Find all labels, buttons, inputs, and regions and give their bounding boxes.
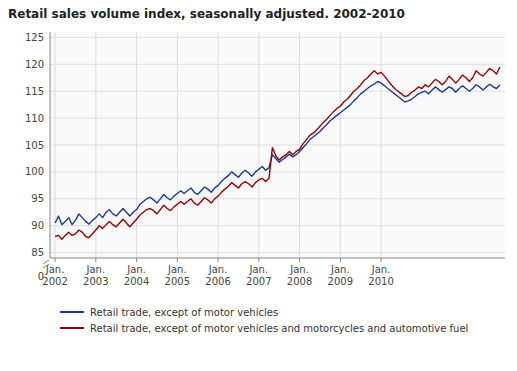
x-tick (218, 258, 219, 262)
x-grid-line (340, 32, 341, 258)
y-grid-line (50, 198, 505, 199)
x-tick-label: Jan.2007 (246, 264, 271, 287)
x-tick-label: Jan.2004 (124, 264, 149, 287)
x-tick-label-line: 2002 (42, 276, 67, 287)
annotation: 0 (38, 271, 44, 282)
y-grid-line (50, 118, 505, 119)
x-tick-label-line: Jan. (45, 264, 65, 275)
x-tick-label-line: 2008 (287, 276, 312, 287)
y-grid-line (50, 64, 505, 65)
x-tick-label-line: 2003 (83, 276, 108, 287)
x-grid-line (258, 32, 259, 258)
x-tick (340, 258, 341, 262)
x-grid-line (136, 32, 137, 258)
y-tick-label: 125 (25, 32, 44, 43)
x-tick-label-line: Jan. (167, 264, 187, 275)
y-tick-label: 105 (25, 140, 44, 151)
x-tick-label: Jan.2005 (165, 264, 190, 287)
series-line (55, 67, 500, 239)
x-tick (136, 258, 137, 262)
x-tick-label-line: Jan. (330, 264, 350, 275)
x-grid-line (55, 32, 56, 258)
axis-break-mark (43, 260, 49, 264)
y-tick-label: 85 (31, 247, 44, 258)
x-tick (55, 258, 56, 262)
y-grid-line (50, 145, 505, 146)
y-tick-label: 115 (25, 86, 44, 97)
x-tick (95, 258, 96, 262)
x-tick-label-line: 2006 (205, 276, 230, 287)
x-tick-label-line: Jan. (208, 264, 228, 275)
y-tick-label: 90 (31, 220, 44, 231)
y-tick-label: 100 (25, 166, 44, 177)
x-tick (258, 258, 259, 262)
x-tick-label: Jan.2002 (42, 264, 67, 287)
y-grid-line (50, 171, 505, 172)
y-tick-label: 95 (31, 193, 44, 204)
x-grid-line (299, 32, 300, 258)
plot-area (50, 32, 505, 258)
y-axis-line (50, 32, 51, 258)
x-tick-label-line: 2005 (165, 276, 190, 287)
x-grid-line (177, 32, 178, 258)
y-grid-line (50, 252, 505, 253)
x-tick (177, 258, 178, 262)
y-tick-label: 110 (25, 113, 44, 124)
x-tick-label-line: 2007 (246, 276, 271, 287)
axis-break-mark (43, 264, 49, 268)
x-tick-label: Jan.2003 (83, 264, 108, 287)
y-grid-line (50, 91, 505, 92)
x-grid-line (218, 32, 219, 258)
x-grid-line (381, 32, 382, 258)
x-tick-label: Jan.2008 (287, 264, 312, 287)
legend-label: Retail trade, except of motor vehicles a… (90, 323, 468, 334)
x-tick-label: Jan.2006 (205, 264, 230, 287)
x-tick-label: Jan.2010 (368, 264, 393, 287)
x-tick (381, 258, 382, 262)
x-tick-label-line: 2009 (328, 276, 353, 287)
legend-swatch (60, 311, 84, 313)
y-tick-label: 120 (25, 59, 44, 70)
legend-swatch (60, 327, 84, 329)
series-line (55, 82, 500, 225)
x-axis-line (50, 258, 505, 259)
x-grid-line (95, 32, 96, 258)
y-grid-line (50, 37, 505, 38)
x-tick-label-line: Jan. (126, 264, 146, 275)
title: Retail sales volume index, seasonally ad… (8, 7, 405, 21)
chart: Retail sales volume index, seasonally ad… (0, 0, 517, 371)
x-tick-label: Jan.2009 (328, 264, 353, 287)
x-tick-label-line: Jan. (371, 264, 391, 275)
x-tick-label-line: 2010 (368, 276, 393, 287)
x-tick-label-line: 2004 (124, 276, 149, 287)
x-tick-label-line: Jan. (86, 264, 106, 275)
x-tick (299, 258, 300, 262)
legend-label: Retail trade, except of motor vehicles (90, 307, 278, 318)
x-tick-label-line: Jan. (249, 264, 269, 275)
x-tick-label-line: Jan. (289, 264, 309, 275)
series-group (55, 67, 500, 239)
